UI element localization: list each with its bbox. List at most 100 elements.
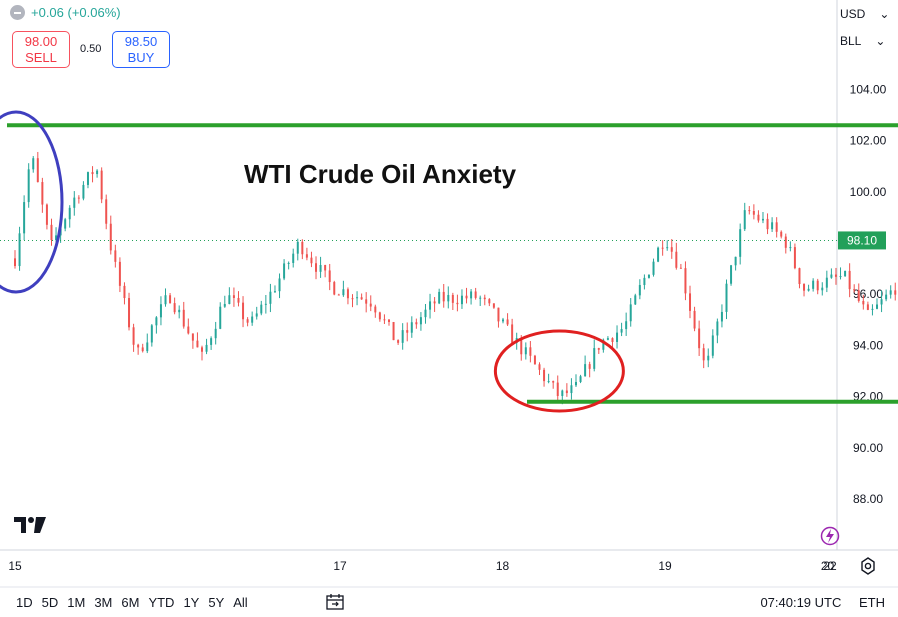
candle-body bbox=[597, 348, 600, 350]
candle-body bbox=[593, 348, 596, 369]
sell-button[interactable]: 98.00 SELL bbox=[12, 31, 70, 68]
candle-body bbox=[894, 290, 897, 295]
range-3m[interactable]: 3M bbox=[94, 594, 113, 610]
candle-body bbox=[18, 233, 21, 267]
range-1m[interactable]: 1M bbox=[67, 594, 86, 610]
candle-body bbox=[538, 364, 541, 370]
bottom-toolbar: 1D 5D 1M 3M 6M YTD 1Y 5Y All 07:40:19 UT… bbox=[0, 587, 898, 617]
compare-icon[interactable] bbox=[325, 593, 345, 611]
candle-body bbox=[638, 285, 641, 296]
candle-body bbox=[524, 347, 527, 355]
x-tick-label: 18 bbox=[496, 559, 510, 573]
candle-body bbox=[588, 364, 591, 369]
candle-body bbox=[360, 297, 363, 300]
candle-body bbox=[287, 262, 290, 264]
range-1d[interactable]: 1D bbox=[16, 594, 33, 610]
candle-body bbox=[862, 300, 865, 305]
candle-body bbox=[606, 338, 609, 340]
candle-body bbox=[839, 276, 842, 278]
candle-body bbox=[625, 321, 628, 330]
range-5d[interactable]: 5D bbox=[41, 594, 59, 610]
candle-body bbox=[50, 224, 53, 241]
candle-body bbox=[164, 295, 167, 305]
range-1y[interactable]: 1Y bbox=[183, 594, 200, 610]
candle-body bbox=[205, 344, 208, 352]
gear-icon[interactable] bbox=[858, 556, 878, 576]
unit-select[interactable]: BLL ⌄ bbox=[840, 34, 885, 48]
candle-body bbox=[456, 302, 459, 305]
candle-body bbox=[880, 299, 883, 305]
buy-button[interactable]: 98.50 BUY bbox=[112, 31, 170, 68]
range-5y[interactable]: 5Y bbox=[208, 594, 225, 610]
range-all[interactable]: All bbox=[233, 594, 248, 610]
red-circle-annotation bbox=[493, 329, 625, 413]
x-tick-label: 19 bbox=[658, 559, 672, 573]
candle-body bbox=[825, 277, 828, 288]
candle-body bbox=[520, 338, 523, 355]
candle-body bbox=[45, 204, 48, 225]
candle-body bbox=[237, 297, 240, 303]
candle-body bbox=[91, 172, 94, 175]
candle-body bbox=[798, 268, 801, 285]
currency-select[interactable]: USD ⌄ bbox=[840, 7, 889, 21]
y-tick-label: 104.00 bbox=[850, 82, 887, 96]
candle-body bbox=[328, 270, 331, 283]
candle-body bbox=[552, 381, 555, 383]
candle-body bbox=[866, 304, 869, 310]
candle-body bbox=[602, 339, 605, 350]
candle-body bbox=[871, 308, 874, 310]
candle-body bbox=[730, 265, 733, 284]
session-label[interactable]: ETH bbox=[859, 595, 885, 610]
x-tick-label: 17 bbox=[333, 559, 347, 573]
candle-body bbox=[629, 304, 632, 322]
lightning-icon[interactable] bbox=[820, 525, 840, 547]
tradingview-logo bbox=[14, 517, 46, 533]
candle-body bbox=[273, 291, 276, 293]
x-tick-label: 15 bbox=[8, 559, 22, 573]
candle-body bbox=[643, 277, 646, 286]
candle-body bbox=[132, 327, 135, 345]
candle-body bbox=[761, 218, 764, 221]
candle-body bbox=[780, 231, 783, 237]
candle-body bbox=[41, 182, 44, 205]
candle-body bbox=[264, 303, 267, 305]
range-6m[interactable]: 6M bbox=[121, 594, 140, 610]
candle-body bbox=[415, 322, 418, 325]
candle-body bbox=[374, 306, 377, 313]
dash-icon[interactable] bbox=[10, 5, 25, 20]
candle-body bbox=[543, 369, 546, 382]
candle-body bbox=[793, 247, 796, 269]
range-ytd[interactable]: YTD bbox=[148, 594, 175, 610]
candle-body bbox=[465, 295, 468, 299]
candle-body bbox=[296, 241, 299, 254]
candle-body bbox=[834, 274, 837, 277]
candle-body bbox=[661, 247, 664, 249]
candle-body bbox=[433, 301, 436, 304]
candle-body bbox=[73, 197, 76, 208]
candle-body bbox=[219, 306, 222, 329]
candle-body bbox=[228, 295, 231, 304]
candle-body bbox=[55, 235, 58, 241]
candle-body bbox=[406, 330, 409, 333]
y-tick-label: 94.00 bbox=[853, 338, 883, 352]
candle-body bbox=[689, 293, 692, 311]
candle-body bbox=[337, 294, 340, 296]
candle-body bbox=[68, 207, 71, 220]
candle-body bbox=[739, 229, 742, 257]
candle-body bbox=[64, 219, 67, 229]
clock-status: 07:40:19 UTC ETH bbox=[760, 595, 885, 610]
candle-body bbox=[442, 291, 445, 302]
candle-body bbox=[803, 284, 806, 291]
candle-body bbox=[387, 319, 390, 323]
candle-body bbox=[246, 319, 249, 323]
candle-body bbox=[210, 338, 213, 345]
candle-body bbox=[725, 283, 728, 312]
candle-body bbox=[200, 347, 203, 352]
candle-body bbox=[492, 303, 495, 308]
clock-time[interactable]: 07:40:19 UTC bbox=[760, 595, 842, 610]
candle-body bbox=[214, 328, 217, 339]
candle-body bbox=[424, 309, 427, 318]
price-change: +0.06 (+0.06%) bbox=[10, 5, 121, 20]
candle-body bbox=[816, 280, 819, 291]
